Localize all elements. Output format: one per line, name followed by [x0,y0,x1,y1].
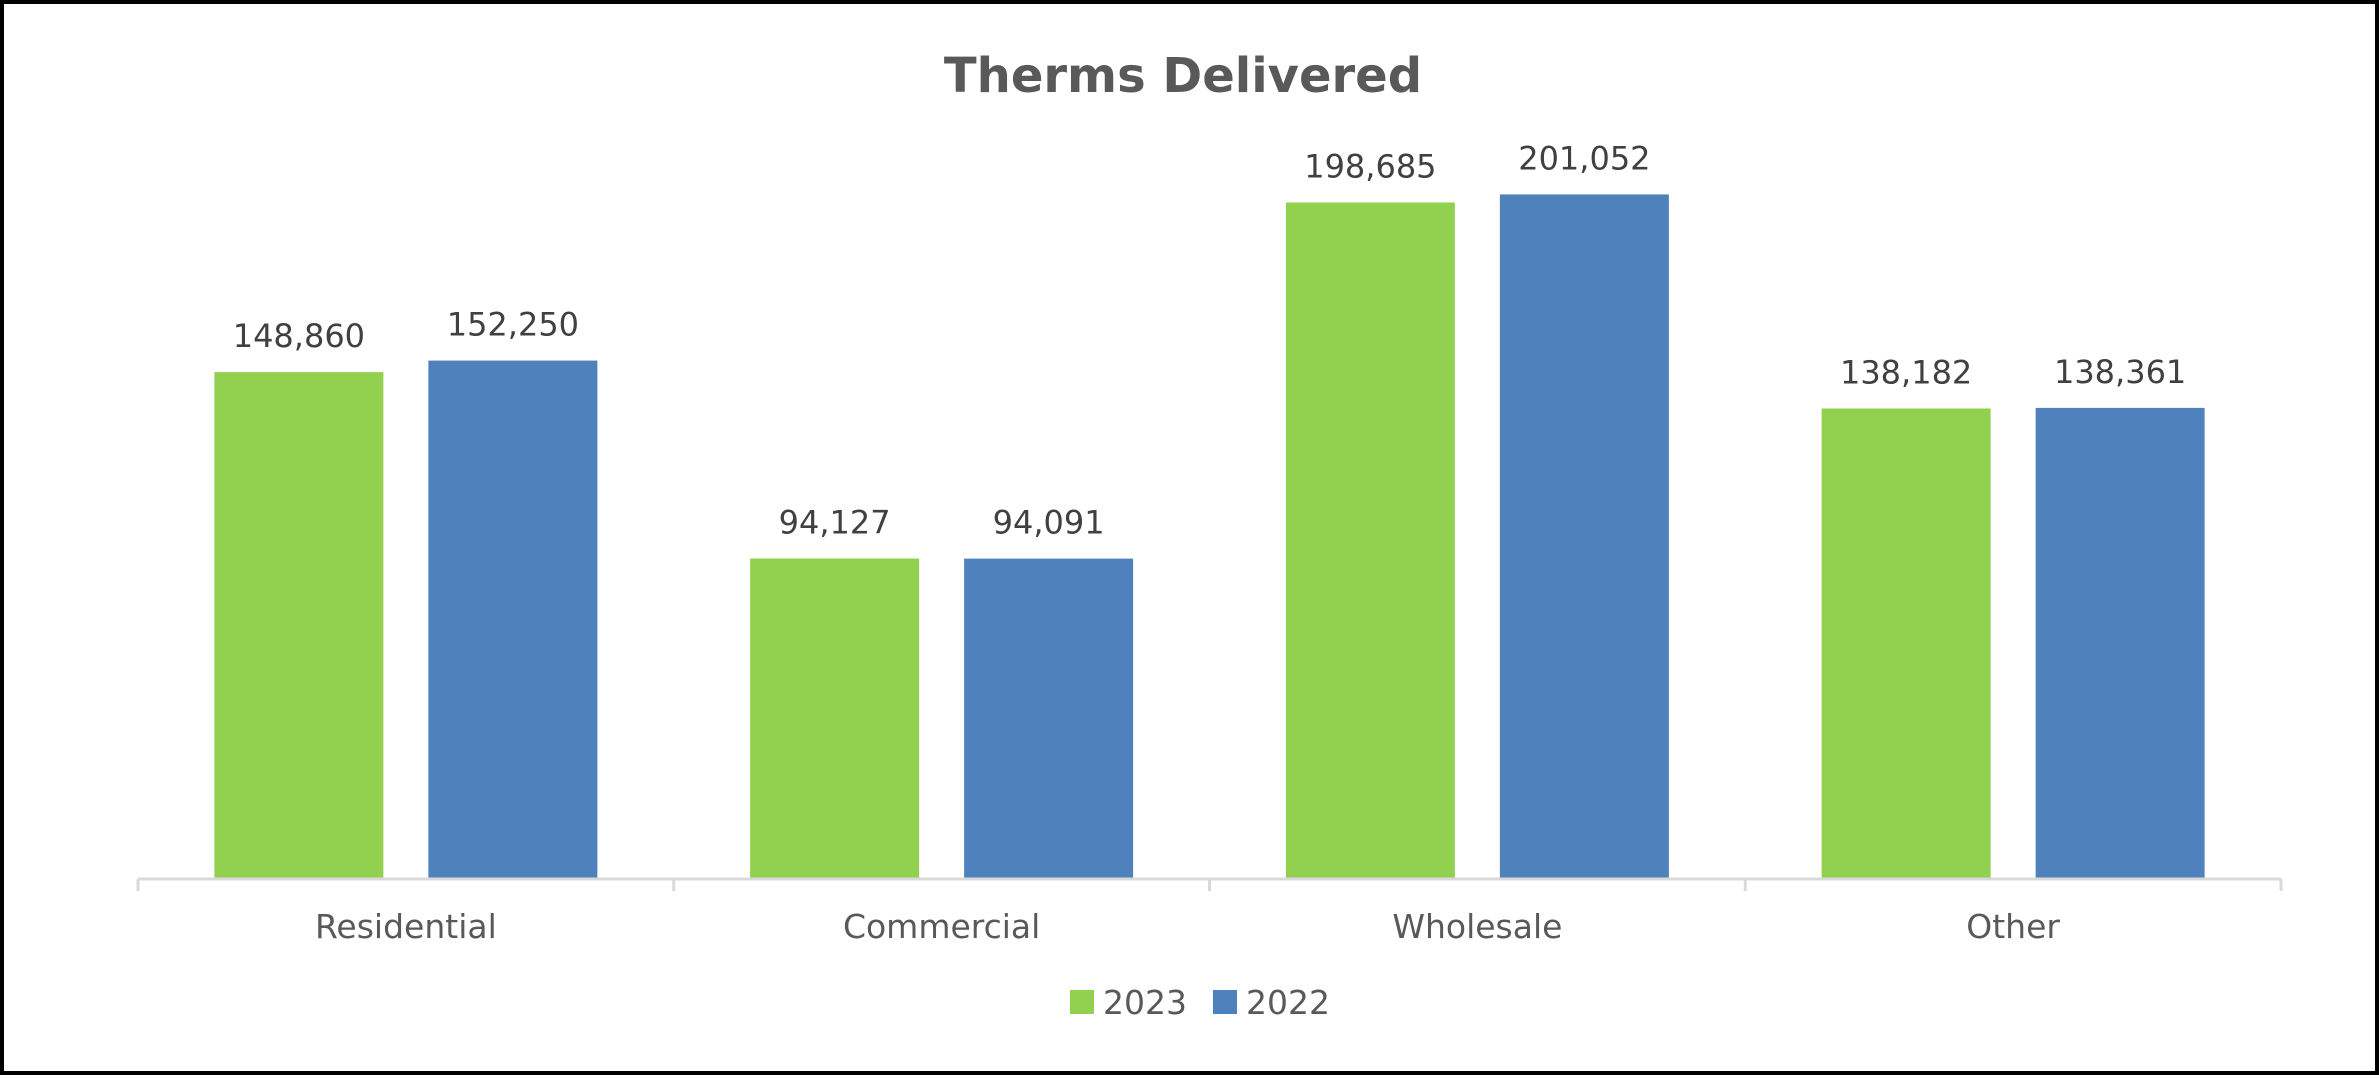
bar-residential-2022 [428,360,598,879]
legend-item-2022: 2022 [1213,983,1330,1022]
bars-group [214,194,2205,880]
bar-wholesale-2022 [1499,194,1669,879]
legend-swatch-2022 [1213,990,1237,1014]
data-label-residential-2023: 148,860 [233,317,365,355]
data-label-other-2023: 138,182 [1840,353,1972,391]
legend-item-2023: 2023 [1070,983,1187,1022]
data-label-commercial-2023: 94,127 [779,503,891,541]
data-label-commercial-2022: 94,091 [993,504,1105,542]
data-labels-group: 148,860 152,250 94,127 94,091 198,685 201,052… [233,139,2187,541]
category-label-commercial: Commercial [843,907,1040,946]
chart-title: Therms Delivered [944,48,1422,104]
axis-ticks-group [136,879,2283,891]
bar-other-2022 [2035,407,2205,879]
legend: 2023 2022 [1070,983,1330,1022]
bar-commercial-2022 [964,558,1134,879]
bar-chart: Therms Delivered 148,860 152,250 94,127 94,… [136,48,2283,1022]
category-label-other: Other [1966,907,2060,946]
legend-label-2023: 2023 [1103,983,1187,1022]
data-label-other-2022: 138,361 [2054,353,2186,391]
data-label-wholesale-2022: 201,052 [1518,139,1650,177]
data-label-residential-2022: 152,250 [447,306,579,344]
legend-swatch-2023 [1070,990,1094,1014]
category-label-residential: Residential [315,907,497,946]
data-label-wholesale-2023: 198,685 [1304,147,1436,185]
bar-commercial-2023 [750,558,920,879]
legend-label-2022: 2022 [1246,983,1330,1022]
category-label-wholesale: Wholesale [1392,907,1562,946]
bar-residential-2023 [214,372,384,879]
tick-labels-group: Residential Commercial Wholesale Other [315,907,2060,946]
bar-other-2023 [1821,408,1991,879]
bar-wholesale-2023 [1285,202,1455,880]
